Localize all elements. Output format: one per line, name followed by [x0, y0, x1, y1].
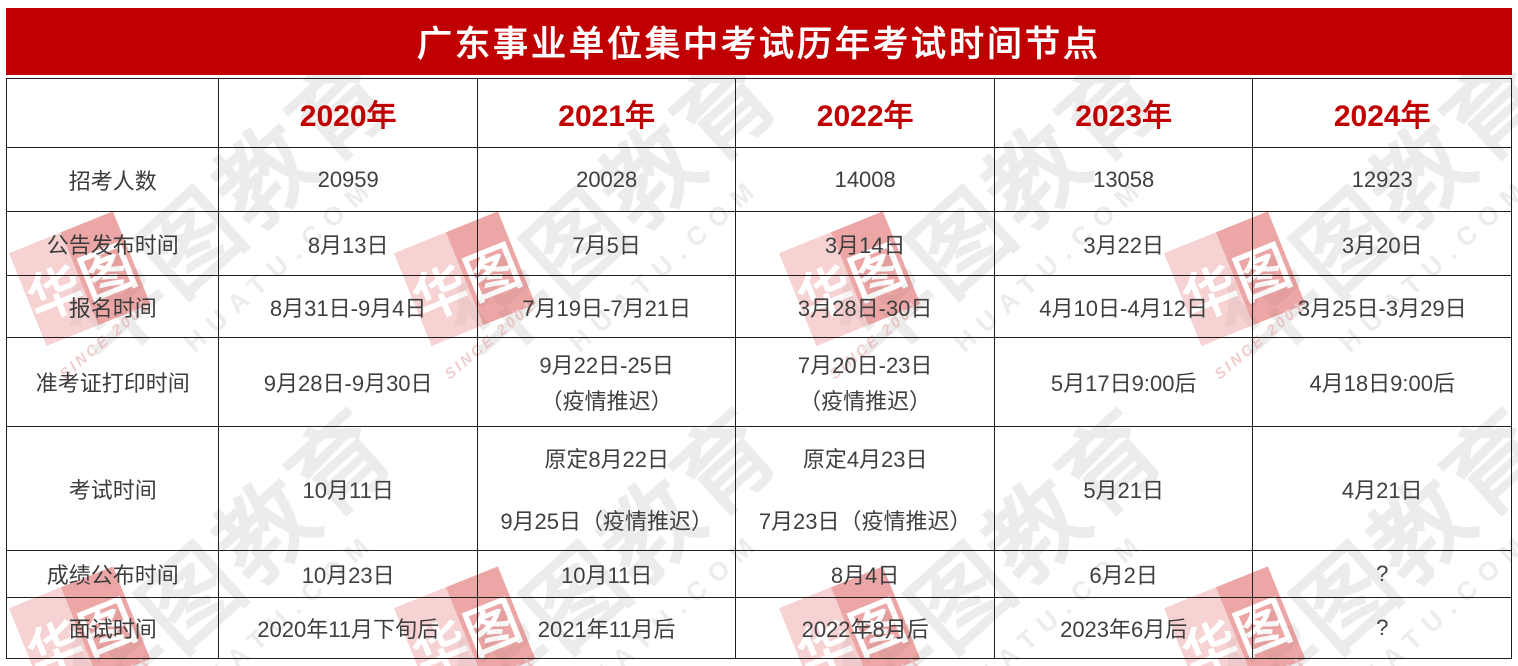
value-cell: 8月13日	[218, 211, 478, 276]
row-label: 成绩公布时间	[5, 550, 220, 598]
value-line: 7月20日-23日	[797, 353, 933, 378]
value-cell: 9月28日-9月30日	[218, 337, 478, 427]
value-cell: 3月28日-30日	[735, 275, 995, 338]
value-line: 9月22日-25日	[539, 353, 674, 378]
value-cell: 2020年11月下旬后	[218, 597, 478, 659]
value-cell: 8月4日	[735, 550, 995, 598]
value-cell: 4月10日-4月12日	[993, 275, 1254, 338]
value-cell: 5月17日9:00后	[993, 337, 1254, 427]
year-header: 2022年	[735, 78, 995, 148]
row-label: 准考证打印时间	[5, 337, 220, 427]
value-cell: 原定4月23日 7月23日（疫情推迟）	[735, 426, 995, 551]
value-line: 9月25日（疫情推迟）	[500, 508, 714, 534]
value-cell: 2021年11月后	[476, 597, 737, 659]
value-cell: 3月25日-3月29日	[1252, 275, 1512, 338]
value-cell: ?	[1252, 550, 1512, 598]
table-row: 招考人数 20959 20028 14008 13058 12923	[5, 147, 1512, 212]
table-row: 面试时间 2020年11月下旬后 2021年11月后 2022年8月后 2023年6月后…	[5, 597, 1512, 659]
table-row: 报名时间 8月31日-9月4日 7月19日-7月21日 3月28日-30日 4月10日-…	[5, 275, 1512, 338]
value-cell: 20028	[476, 147, 737, 212]
value-cell: 7月19日-7月21日	[476, 275, 737, 338]
row-label: 面试时间	[5, 597, 220, 659]
exam-timeline-table: 2020年 2021年 2022年 2023年 2024年 招考人数 20959 20028…	[5, 78, 1512, 659]
row-label: 招考人数	[5, 147, 220, 212]
value-cell: 14008	[735, 147, 995, 212]
value-line: 原定8月22日	[544, 446, 670, 472]
value-cell: 10月23日	[218, 550, 478, 598]
row-label: 公告发布时间	[5, 211, 220, 276]
value-cell: 2022年8月后	[735, 597, 995, 659]
value-cell: 20959	[218, 147, 478, 212]
table-row: 准考证打印时间 9月28日-9月30日 9月22日-25日 （疫情推迟） 7月20日-2…	[5, 337, 1512, 427]
value-cell: 2023年6月后	[993, 597, 1254, 659]
value-line: （疫情推迟）	[540, 389, 673, 414]
year-header: 2024年	[1252, 78, 1512, 148]
value-cell: 8月31日-9月4日	[218, 275, 478, 338]
row-label: 考试时间	[5, 426, 220, 551]
value-cell: 6月2日	[993, 550, 1254, 598]
corner-cell	[5, 78, 220, 148]
value-cell: 4月18日9:00后	[1252, 337, 1512, 427]
value-line: 原定4月23日	[802, 446, 928, 472]
value-cell: 7月5日	[476, 211, 737, 276]
title-banner: 广东事业单位集中考试历年考试时间节点	[6, 8, 1512, 75]
value-cell: 4月21日	[1252, 426, 1512, 551]
value-cell: 9月22日-25日 （疫情推迟）	[476, 337, 737, 427]
value-cell: 5月21日	[993, 426, 1254, 551]
value-cell: 3月22日	[993, 211, 1254, 276]
value-cell: 7月20日-23日 （疫情推迟）	[735, 337, 995, 427]
table-row: 公告发布时间 8月13日 7月5日 3月14日 3月22日 3月20日	[5, 211, 1512, 276]
value-line: 7月23日（疫情推迟）	[758, 508, 972, 534]
table-row: 考试时间 10月11日 原定8月22日 9月25日（疫情推迟） 原定4月23日 7月23日…	[5, 426, 1512, 551]
year-header-row: 2020年 2021年 2022年 2023年 2024年	[5, 78, 1512, 148]
value-cell: 10月11日	[218, 426, 478, 551]
row-label: 报名时间	[5, 275, 220, 338]
value-cell: 13058	[993, 147, 1254, 212]
table-row: 成绩公布时间 10月23日 10月11日 8月4日 6月2日?	[5, 550, 1512, 598]
value-cell: ?	[1252, 597, 1512, 659]
year-header: 2021年	[476, 78, 737, 148]
value-cell: 12923	[1252, 147, 1512, 212]
value-cell: 原定8月22日 9月25日（疫情推迟）	[476, 426, 737, 551]
value-cell: 3月14日	[735, 211, 995, 276]
value-line: （疫情推迟）	[799, 389, 932, 414]
year-header: 2020年	[218, 78, 478, 148]
year-header: 2023年	[993, 78, 1254, 148]
page-title: 广东事业单位集中考试历年考试时间节点	[416, 25, 1101, 64]
value-cell: 3月20日	[1252, 211, 1512, 276]
value-cell: 10月11日	[476, 550, 737, 598]
